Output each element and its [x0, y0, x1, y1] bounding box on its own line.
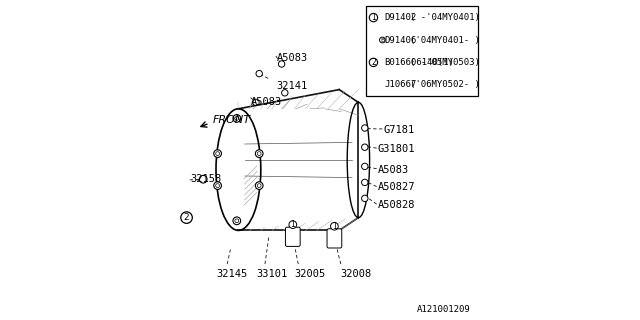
Text: 1: 1 — [332, 222, 337, 231]
Text: ( -'05MY0503): ( -'05MY0503) — [410, 58, 479, 67]
Circle shape — [255, 182, 263, 189]
Circle shape — [330, 222, 338, 230]
Text: 32141: 32141 — [277, 81, 308, 92]
Circle shape — [369, 58, 378, 67]
Text: FRONT: FRONT — [212, 115, 251, 125]
Circle shape — [369, 13, 378, 22]
Text: J10667: J10667 — [384, 80, 416, 89]
Circle shape — [362, 163, 368, 170]
Circle shape — [233, 115, 241, 122]
Text: G31801: G31801 — [378, 144, 415, 154]
Text: A5083: A5083 — [277, 52, 308, 63]
Circle shape — [233, 217, 241, 225]
Circle shape — [278, 61, 285, 67]
Circle shape — [256, 70, 262, 77]
Circle shape — [253, 99, 259, 106]
Circle shape — [289, 221, 296, 228]
Circle shape — [200, 175, 207, 183]
Circle shape — [255, 150, 263, 157]
Text: 1: 1 — [371, 13, 376, 22]
Text: D91402: D91402 — [384, 13, 416, 22]
Text: ( -'04MY0401): ( -'04MY0401) — [410, 13, 479, 22]
Circle shape — [180, 212, 192, 223]
FancyBboxPatch shape — [366, 6, 479, 96]
Text: 2: 2 — [371, 58, 376, 67]
Circle shape — [282, 90, 288, 96]
Circle shape — [380, 37, 385, 43]
Circle shape — [214, 150, 221, 157]
Circle shape — [214, 182, 221, 189]
Text: ('04MY0401- ): ('04MY0401- ) — [410, 36, 479, 44]
Text: 33101: 33101 — [256, 268, 287, 279]
Text: A50827: A50827 — [378, 182, 415, 192]
FancyBboxPatch shape — [327, 229, 342, 248]
Text: D91406: D91406 — [384, 36, 416, 44]
Circle shape — [362, 179, 368, 186]
Text: G7181: G7181 — [384, 124, 415, 135]
Text: A5083: A5083 — [378, 164, 409, 175]
FancyBboxPatch shape — [285, 227, 300, 246]
Circle shape — [362, 125, 368, 131]
Text: 2: 2 — [184, 213, 189, 222]
Text: A50828: A50828 — [378, 200, 415, 210]
Text: 32145: 32145 — [216, 268, 247, 279]
Text: 1: 1 — [291, 220, 295, 229]
Text: A121001209: A121001209 — [417, 305, 470, 314]
Text: 32158: 32158 — [191, 174, 221, 184]
Text: 32008: 32008 — [340, 268, 372, 279]
Text: A5083: A5083 — [251, 97, 282, 108]
Circle shape — [362, 195, 368, 202]
Circle shape — [362, 144, 368, 150]
Text: B: B — [380, 37, 385, 43]
Text: ('06MY0502- ): ('06MY0502- ) — [410, 80, 479, 89]
Text: B016606140(1): B016606140(1) — [384, 58, 454, 67]
Text: 32005: 32005 — [294, 268, 326, 279]
